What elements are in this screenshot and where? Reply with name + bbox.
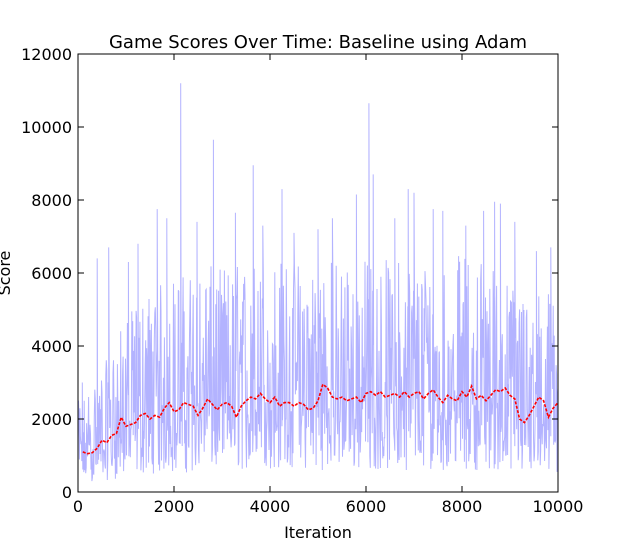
raw-scores-series: [77, 83, 559, 482]
y-tick-label: 4000: [31, 337, 72, 356]
y-tick-label: 0: [62, 483, 72, 502]
y-tick-label: 12000: [21, 45, 72, 64]
x-tick-label: 6000: [346, 497, 387, 516]
raw-scores-line: [77, 83, 559, 482]
y-tick-label: 10000: [21, 118, 72, 137]
x-tick-label: 2000: [154, 497, 195, 516]
y-tick-label: 6000: [31, 264, 72, 283]
x-axis-label: Iteration: [284, 523, 352, 542]
y-axis-ticks: 0 2000 4000 6000 8000 10000 12000: [21, 45, 558, 502]
chart-title: Game Scores Over Time: Baseline using Ad…: [109, 32, 527, 53]
moving-average-series: [82, 382, 559, 455]
x-tick-label: 10000: [533, 497, 584, 516]
x-axis-ticks: 0 2000 4000 6000 8000 10000: [73, 54, 584, 516]
y-axis-label: Score: [0, 251, 14, 296]
y-tick-label: 2000: [31, 410, 72, 429]
moving-average-line: [82, 382, 559, 455]
x-tick-label: 8000: [442, 497, 483, 516]
x-tick-label: 4000: [250, 497, 291, 516]
x-tick-label: 0: [73, 497, 83, 516]
y-tick-label: 8000: [31, 191, 72, 210]
